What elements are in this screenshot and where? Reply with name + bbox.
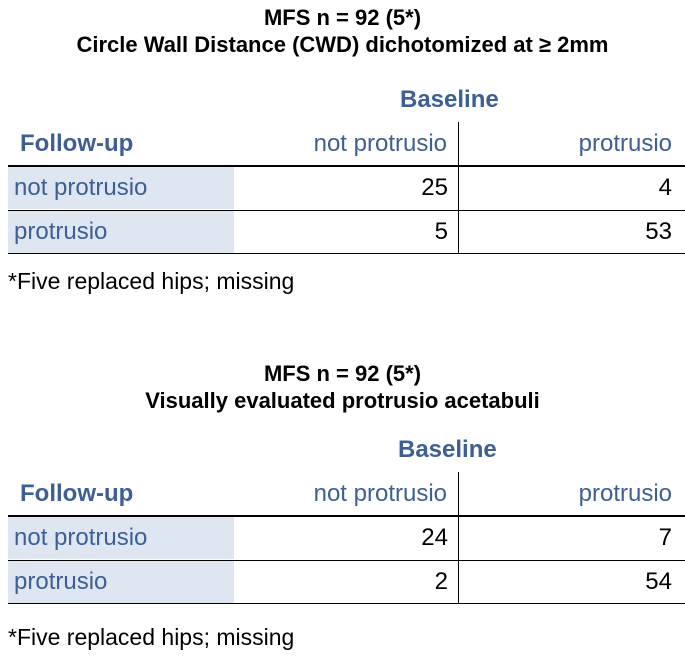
- divider: [8, 603, 685, 604]
- baseline-header: Baseline: [400, 86, 499, 113]
- cell-value: 2: [434, 568, 448, 595]
- divider: [8, 560, 685, 561]
- col-header-not-protrusio: not protrusio: [313, 130, 447, 157]
- header-row: Follow-up not protrusio protrusio: [0, 472, 685, 516]
- followup-header: Follow-up: [20, 130, 134, 157]
- divider: [8, 165, 685, 167]
- cell-value: 53: [645, 218, 672, 245]
- baseline-header: Baseline: [398, 436, 497, 463]
- column-divider: [458, 472, 459, 604]
- title-line-2: Visually evaluated protrusio acetabuli: [145, 388, 540, 413]
- table-title: MFS n = 92 (5*) Visually evaluated protr…: [0, 360, 685, 414]
- divider: [8, 515, 685, 517]
- col-header-protrusio: protrusio: [578, 480, 672, 507]
- row-label-protrusio: protrusio: [8, 211, 234, 253]
- title-line-1: MFS n = 92 (5*): [263, 5, 422, 30]
- title-line-1: MFS n = 92 (5*): [263, 361, 422, 386]
- col-header-not-protrusio: not protrusio: [313, 480, 447, 507]
- row-label-not-protrusio: not protrusio: [8, 517, 234, 559]
- followup-header: Follow-up: [20, 480, 134, 507]
- table-title: MFS n = 92 (5*) Circle Wall Distance (CW…: [0, 4, 685, 58]
- divider: [8, 253, 685, 254]
- col-header-protrusio: protrusio: [578, 130, 672, 157]
- table-row: not protrusio 24 7: [0, 516, 685, 560]
- footnote: *Five replaced hips; missing: [8, 268, 295, 294]
- row-label-not-protrusio: not protrusio: [8, 167, 234, 209]
- row-label-protrusio: protrusio: [8, 561, 234, 603]
- cell-value: 24: [421, 524, 448, 551]
- table-row: not protrusio 25 4: [0, 166, 685, 210]
- title-line-2: Circle Wall Distance (CWD) dichotomized …: [76, 32, 609, 57]
- divider: [8, 210, 685, 211]
- cell-value: 5: [434, 218, 448, 245]
- footnote: *Five replaced hips; missing: [8, 624, 295, 650]
- cell-value: 4: [658, 174, 672, 201]
- table-row: protrusio 2 54: [0, 560, 685, 604]
- cell-value: 7: [658, 524, 672, 551]
- cell-value: 25: [421, 174, 448, 201]
- column-divider: [458, 122, 459, 254]
- cell-value: 54: [645, 568, 672, 595]
- header-row: Follow-up not protrusio protrusio: [0, 122, 685, 166]
- table-row: protrusio 5 53: [0, 210, 685, 254]
